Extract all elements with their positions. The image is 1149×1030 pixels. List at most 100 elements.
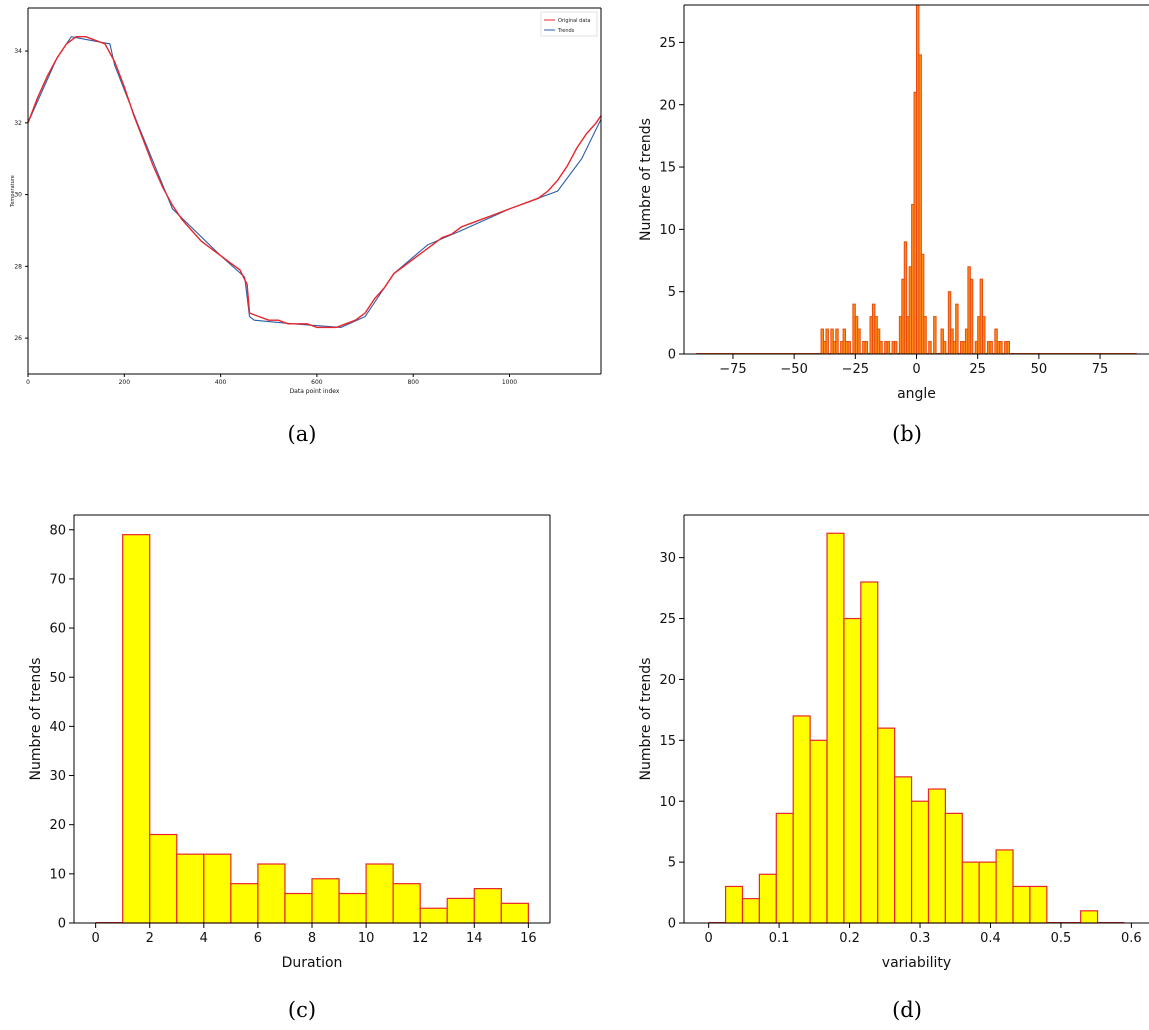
panel-b-ytick-label: 5 [668, 285, 676, 300]
panel-d-ytick-label: 10 [659, 795, 676, 810]
panel-b-bar [847, 341, 851, 355]
panel-b-bar [923, 316, 927, 355]
panel-c-xtick-label: 16 [520, 931, 537, 946]
panel-c-bar [365, 863, 394, 924]
panel-b-bar [955, 303, 959, 355]
caption-d: (d) [892, 998, 922, 1022]
panel-a-ytick-label: 30 [14, 192, 22, 199]
panel-c-bar [284, 892, 313, 924]
panel-a-ytick-label: 26 [14, 335, 22, 342]
panel-b-bar [969, 278, 974, 355]
panel-c-bar [392, 883, 421, 924]
panel-d-bar [809, 739, 828, 924]
panel-c-bar [149, 833, 178, 924]
panel-b-bar [999, 341, 1003, 355]
panel-b-bar [928, 341, 932, 355]
panel-b-xtick-label: 75 [1092, 362, 1109, 377]
panel-d-xtick-label: 0.6 [1121, 931, 1142, 946]
panel-b-xtick-label: 25 [969, 362, 986, 377]
panel-c-bar [203, 853, 232, 924]
panel-b-bar [857, 328, 861, 355]
panel-d-ytick-label: 0 [668, 917, 676, 932]
panel-a-xtick-label: 600 [311, 379, 323, 386]
panel-d-bar [775, 812, 794, 924]
panel-b-xlabel: angle [897, 386, 936, 402]
panel-b-xtick-label: −50 [780, 362, 807, 377]
panel-b-ytick-label: 25 [659, 36, 676, 51]
panel-a-ylabel: Temperature [10, 175, 16, 208]
panel-d-bar [792, 715, 811, 924]
panel-b-ylabel: Numbre of trends [638, 118, 654, 241]
panel-b-bar [942, 341, 947, 355]
panel-b-bar [989, 341, 993, 355]
panel-a-xtick-label: 1000 [502, 379, 517, 386]
panel-b-ytick-label: 0 [668, 348, 676, 363]
panel-d-bar [910, 800, 930, 924]
panel-b-xtick-label: −75 [719, 362, 746, 377]
panel-a-xtick-label: 400 [215, 379, 227, 386]
panel-c-xtick-label: 4 [200, 931, 208, 946]
panel-d-bar [961, 861, 980, 924]
panel-b-bar [982, 316, 986, 355]
panel-a-xlabel: Data point index [290, 388, 340, 395]
panel-b-bar [825, 328, 829, 355]
panel-c-ylabel: Numbre of trends [28, 658, 44, 781]
panel-d-ytick-label: 30 [659, 551, 676, 566]
panel-d-bar [927, 788, 946, 924]
panel-d-xlabel: variability [882, 955, 951, 971]
panel-d-xtick-label: 0.5 [1051, 931, 1072, 946]
panel-b-xtick-label: 50 [1031, 362, 1048, 377]
panel-c-ytick-label: 60 [49, 622, 66, 637]
caption-b: (b) [892, 422, 922, 446]
panel-c-bar [122, 534, 151, 924]
panel-a-ytick-label: 28 [14, 263, 22, 270]
panel-c-bar [176, 853, 205, 924]
panel-a-series-original [27, 36, 602, 329]
panel-b-xtick-label: 0 [912, 362, 920, 377]
panel-c-ytick-label: 40 [49, 720, 66, 735]
panel-d-bar [877, 727, 896, 924]
panel-b-ytick-label: 10 [659, 223, 676, 238]
panel-c-ytick-label: 70 [49, 572, 66, 587]
panel-c-bar [230, 883, 259, 924]
panel-d-xtick-label: 0 [705, 931, 713, 946]
panel-d-bar [1029, 885, 1048, 924]
panel-b-bar [864, 341, 869, 355]
caption-a: (a) [288, 422, 317, 446]
panel-b-xtick-label: −25 [842, 362, 869, 377]
panel-d-ytick-label: 20 [659, 673, 676, 688]
panel-d-bar [1012, 885, 1031, 924]
panel-d-bar [724, 885, 744, 924]
panel-c-ytick-label: 20 [49, 818, 66, 833]
panel-d-ytick-label: 5 [668, 856, 676, 871]
panel-d-bar [1080, 910, 1099, 924]
panel-d-bar [826, 532, 845, 924]
panel-d-bar [978, 861, 997, 924]
panel-c-bar [257, 863, 286, 924]
panel-c-ytick-label: 50 [49, 671, 66, 686]
panel-c-xtick-label: 14 [466, 931, 483, 946]
panel-b-bar [835, 328, 839, 355]
panel-d-xtick-label: 0.1 [769, 931, 790, 946]
panel-c-ytick-label: 30 [49, 769, 66, 784]
panel-c-bar [473, 887, 502, 924]
panel-c-ytick-label: 0 [58, 917, 66, 932]
panel-d-ytick-label: 25 [659, 612, 676, 627]
panel-c-bar [446, 897, 475, 924]
panel-b-bar [893, 341, 898, 355]
panel-a-legend-label-0: Original data [558, 18, 590, 24]
panel-c-xlabel: Duration [282, 955, 343, 971]
panel-d-bar [741, 898, 760, 924]
panel-a-xtick-label: 800 [407, 379, 419, 386]
panel-c-xtick-label: 2 [146, 931, 154, 946]
panel-b-ytick-label: 15 [659, 161, 676, 176]
panel-c-bar [419, 907, 448, 924]
panel-c-xtick-label: 8 [308, 931, 316, 946]
panel-d-bar [944, 812, 963, 924]
panel-c-ytick-label: 10 [49, 867, 66, 882]
panel-d-bar [995, 849, 1014, 924]
panel-b-bar [933, 316, 937, 355]
panel-a-legend-box [540, 11, 598, 37]
panel-c-ytick-label: 80 [49, 523, 66, 538]
